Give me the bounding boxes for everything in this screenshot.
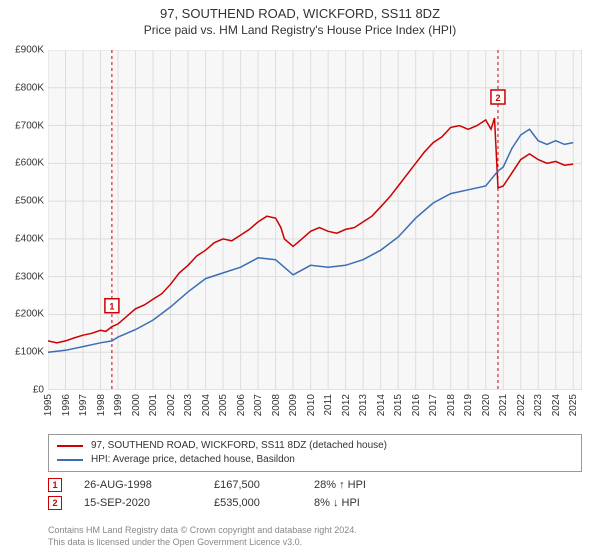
xtick-label: 2003 — [183, 394, 194, 416]
xtick-label: 2025 — [568, 394, 579, 416]
chart-title-block: 97, SOUTHEND ROAD, WICKFORD, SS11 8DZ Pr… — [0, 0, 600, 37]
ytick-label: £900K — [4, 45, 44, 56]
footer-attribution: Contains HM Land Registry data © Crown c… — [48, 524, 357, 548]
xtick-label: 2015 — [393, 394, 404, 416]
xtick-label: 1997 — [78, 394, 89, 416]
xtick-label: 2006 — [236, 394, 247, 416]
ytick-label: £0 — [4, 385, 44, 396]
ytick-label: £600K — [4, 158, 44, 169]
sale-marker: 2 — [48, 496, 62, 510]
xtick-label: 2004 — [201, 394, 212, 416]
legend-label: 97, SOUTHEND ROAD, WICKFORD, SS11 8DZ (d… — [91, 439, 387, 453]
container: 97, SOUTHEND ROAD, WICKFORD, SS11 8DZ Pr… — [0, 0, 600, 560]
xtick-label: 2002 — [166, 394, 177, 416]
xtick-label: 2007 — [253, 394, 264, 416]
ytick-label: £500K — [4, 196, 44, 207]
sale-price: £167,500 — [214, 479, 314, 491]
legend-swatch — [57, 459, 83, 461]
xtick-label: 1998 — [96, 394, 107, 416]
line-chart: 12 — [48, 50, 582, 390]
legend-row: HPI: Average price, detached house, Basi… — [57, 453, 573, 467]
chart-area: 12 — [48, 50, 582, 390]
xtick-label: 2000 — [131, 394, 142, 416]
footer-line1: Contains HM Land Registry data © Crown c… — [48, 524, 357, 536]
svg-text:2: 2 — [495, 93, 500, 103]
xtick-label: 1995 — [43, 394, 54, 416]
xtick-label: 2010 — [306, 394, 317, 416]
xtick-label: 2024 — [551, 394, 562, 416]
sales-table: 1 26-AUG-1998£167,50028% ↑ HPI 2 15-SEP-202… — [48, 478, 434, 514]
xtick-label: 2022 — [516, 394, 527, 416]
title-line1: 97, SOUTHEND ROAD, WICKFORD, SS11 8DZ — [0, 6, 600, 21]
sale-delta: 28% ↑ HPI — [314, 479, 434, 491]
xtick-label: 2020 — [481, 394, 492, 416]
xtick-label: 2018 — [446, 394, 457, 416]
xtick-label: 2008 — [271, 394, 282, 416]
xtick-label: 2009 — [288, 394, 299, 416]
ytick-label: £100K — [4, 347, 44, 358]
sale-marker: 1 — [48, 478, 62, 492]
sale-price: £535,000 — [214, 497, 314, 509]
ytick-label: £200K — [4, 309, 44, 320]
ytick-label: £400K — [4, 233, 44, 244]
sale-date: 15-SEP-2020 — [84, 497, 214, 509]
ytick-label: £800K — [4, 82, 44, 93]
xtick-label: 2005 — [218, 394, 229, 416]
footer-line2: This data is licensed under the Open Gov… — [48, 536, 357, 548]
xtick-label: 2016 — [411, 394, 422, 416]
xtick-label: 2021 — [498, 394, 509, 416]
xtick-label: 2012 — [341, 394, 352, 416]
sale-row: 1 26-AUG-1998£167,50028% ↑ HPI — [48, 478, 434, 492]
xtick-label: 2013 — [358, 394, 369, 416]
xtick-label: 2011 — [323, 394, 334, 416]
xtick-label: 2014 — [376, 394, 387, 416]
legend-label: HPI: Average price, detached house, Basi… — [91, 453, 295, 467]
xtick-label: 2023 — [533, 394, 544, 416]
title-line2: Price paid vs. HM Land Registry's House … — [0, 23, 600, 37]
sale-row: 2 15-SEP-2020£535,0008% ↓ HPI — [48, 496, 434, 510]
xtick-label: 1999 — [113, 394, 124, 416]
sale-delta: 8% ↓ HPI — [314, 497, 434, 509]
xtick-label: 1996 — [61, 394, 72, 416]
xtick-label: 2017 — [428, 394, 439, 416]
legend-swatch — [57, 445, 83, 447]
sale-date: 26-AUG-1998 — [84, 479, 214, 491]
legend-row: 97, SOUTHEND ROAD, WICKFORD, SS11 8DZ (d… — [57, 439, 573, 453]
legend: 97, SOUTHEND ROAD, WICKFORD, SS11 8DZ (d… — [48, 434, 582, 472]
xtick-label: 2001 — [148, 394, 159, 416]
ytick-label: £300K — [4, 271, 44, 282]
xtick-label: 2019 — [463, 394, 474, 416]
svg-text:1: 1 — [109, 302, 114, 312]
ytick-label: £700K — [4, 120, 44, 131]
